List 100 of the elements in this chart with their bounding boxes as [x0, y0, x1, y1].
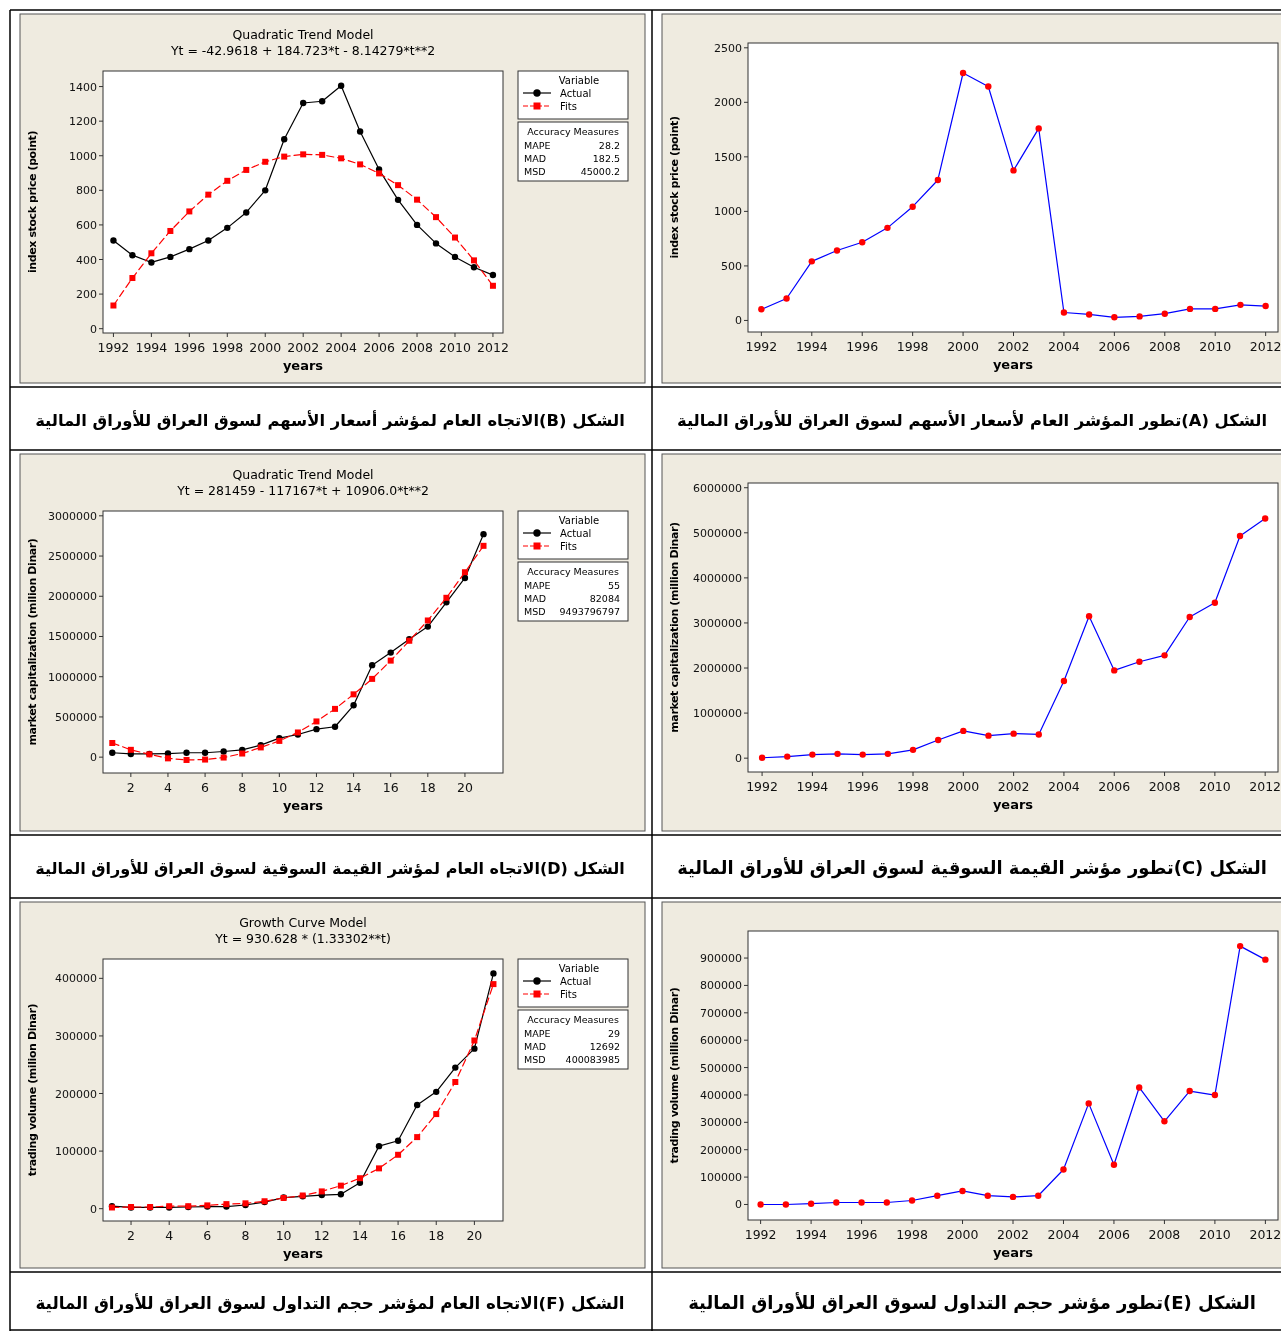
x-tick-label: 1996	[846, 339, 879, 354]
point	[243, 166, 250, 173]
point	[387, 657, 394, 664]
point	[470, 264, 478, 271]
point	[1010, 167, 1017, 174]
point	[1262, 956, 1269, 963]
x-tick-label: 10	[275, 1228, 292, 1243]
legend-title: Variable	[558, 515, 600, 526]
point	[1186, 1087, 1193, 1095]
y-tick-label: 600000	[700, 1034, 742, 1048]
text: MSD	[524, 1054, 546, 1065]
y-tick-label: 1200	[69, 115, 97, 129]
point	[909, 203, 916, 210]
point	[809, 751, 816, 758]
point	[375, 1142, 383, 1150]
y-tick-label: 800000	[700, 979, 742, 993]
point	[833, 1199, 840, 1206]
text: 182.5	[592, 153, 620, 164]
x-tick-label: 1994	[795, 339, 828, 354]
x-tick-label: 1994	[135, 340, 168, 355]
point	[433, 1088, 440, 1096]
point	[960, 727, 967, 735]
point	[1009, 1193, 1017, 1201]
x-tick-label: 1996	[846, 779, 879, 794]
point	[300, 151, 307, 158]
point	[1035, 1192, 1042, 1199]
point	[376, 1165, 383, 1172]
point	[471, 1045, 478, 1052]
y-tick-label: 2000000	[48, 590, 97, 604]
point	[1161, 1118, 1168, 1125]
point	[432, 240, 440, 247]
point	[452, 1064, 459, 1071]
point	[461, 574, 469, 582]
point	[167, 253, 174, 261]
point	[489, 271, 497, 279]
x-tick-label: 2012	[477, 340, 509, 355]
x-tick-label: 16	[390, 1228, 407, 1243]
x-tick-label: 1998	[896, 1227, 928, 1242]
y-tick-label: 200	[76, 288, 97, 302]
point	[1236, 942, 1244, 950]
x-tick-label: 2002	[997, 339, 1030, 354]
point	[480, 542, 487, 549]
point	[1236, 532, 1244, 540]
x-tick-label: 2	[127, 1228, 136, 1243]
x-tick-label: 8	[241, 1228, 250, 1243]
point	[369, 675, 376, 682]
point	[784, 753, 791, 760]
point	[934, 176, 942, 184]
x-tick-label: 20	[466, 1228, 483, 1243]
point	[934, 736, 942, 744]
x-tick-label: 20	[457, 780, 473, 795]
y-axis-title: market capitalization (milion Dinar)	[26, 538, 39, 746]
x-tick-label: 2006	[1098, 1227, 1130, 1242]
point	[985, 732, 992, 739]
point	[414, 196, 421, 203]
point	[984, 1192, 991, 1199]
point	[394, 1137, 402, 1144]
chart-title: Growth Curve Model	[239, 915, 367, 930]
x-tick-label: 4	[163, 780, 172, 795]
point	[782, 1201, 790, 1208]
point	[109, 749, 116, 756]
x-tick-label: 10	[271, 780, 288, 795]
y-tick-label: 1500	[714, 150, 742, 164]
y-axis-title: market capitalization (million Dinar)	[668, 521, 681, 733]
y-tick-label: 1000000	[693, 707, 742, 721]
x-tick-label: 2	[126, 780, 135, 795]
point	[490, 981, 497, 988]
text: الشكل (B)الاتجاه العام لمؤشر أسعار الأسهم لسوق العراق للأوراق المالية	[35, 409, 625, 431]
y-tick-label: 1000	[69, 149, 97, 163]
text: 55	[607, 580, 620, 591]
point	[433, 1111, 440, 1118]
y-tick-label: 800	[76, 184, 97, 198]
point	[1186, 305, 1194, 313]
point	[337, 82, 345, 89]
point	[985, 83, 992, 90]
x-tick-label: 1992	[745, 339, 778, 354]
y-tick-label: 1400	[69, 80, 97, 94]
point	[884, 750, 892, 758]
y-tick-label: 0	[735, 752, 742, 766]
text: MAPE	[524, 1028, 551, 1039]
y-tick-label: 400000	[55, 972, 97, 986]
y-tick-label: 0	[90, 751, 97, 765]
point	[909, 746, 917, 754]
point	[489, 282, 496, 289]
point	[202, 756, 209, 763]
x-tick-label: 4	[165, 1228, 174, 1243]
point	[337, 1191, 345, 1198]
text: MSD	[524, 606, 546, 617]
point	[1035, 731, 1042, 738]
point	[1262, 302, 1269, 310]
point	[783, 295, 790, 302]
y-tick-label: 300000	[55, 1029, 97, 1043]
point	[387, 649, 394, 656]
point	[1060, 309, 1068, 316]
y-tick-label: 0	[90, 1202, 97, 1216]
x-tick-label: 2004	[1048, 339, 1080, 354]
y-tick-label: 5000000	[693, 526, 742, 540]
legend-label: Actual	[560, 88, 592, 99]
y-tick-label: 2500000	[48, 550, 97, 564]
point	[183, 756, 190, 763]
